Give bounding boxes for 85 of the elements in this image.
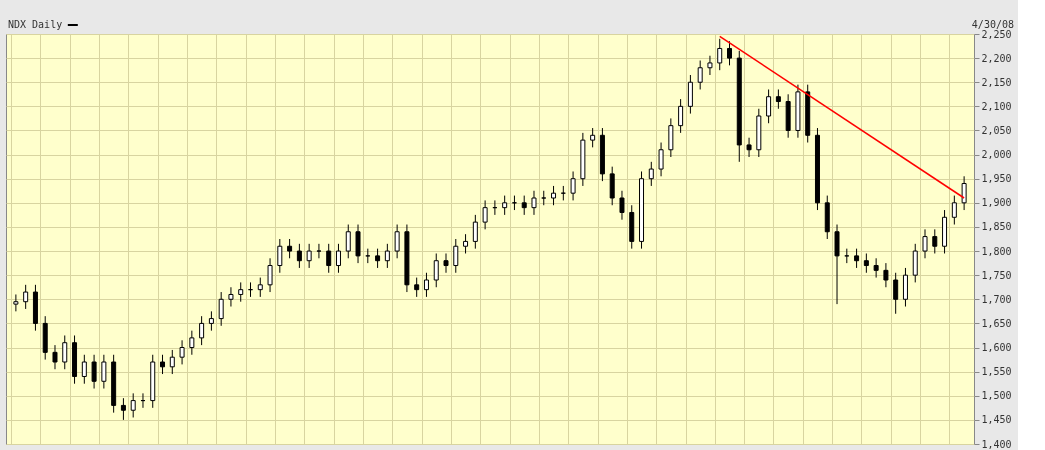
candlestick: [81, 354, 87, 385]
y-tick-label: 1,650: [981, 317, 1012, 329]
candlestick: [443, 252, 449, 274]
candlestick: [277, 238, 283, 274]
y-tick-label: 2,200: [981, 52, 1012, 64]
candlestick: [199, 315, 205, 346]
candlestick: [922, 228, 928, 259]
candlestick: [316, 243, 322, 259]
candlestick: [101, 354, 107, 390]
y-tick-label: 2,100: [981, 100, 1012, 112]
candlestick: [306, 243, 312, 269]
candlestick: [570, 170, 576, 201]
y-tick-label: 2,000: [981, 149, 1012, 161]
candlestick: [746, 137, 752, 158]
y-tick-label: 1,450: [981, 414, 1012, 426]
candlestick: [873, 257, 879, 279]
y-tick-label: 1,750: [981, 269, 1012, 281]
candlestick: [521, 195, 527, 216]
candlestick: [228, 286, 234, 308]
y-tick-label: 1,700: [981, 293, 1012, 305]
candlestick: [345, 224, 351, 259]
y-tick-label: 1,800: [981, 245, 1012, 257]
candlestick: [326, 243, 332, 274]
candlestick: [863, 252, 869, 274]
candlestick: [160, 354, 166, 375]
y-tick-label: 2,050: [981, 124, 1012, 136]
legend-label: NDX Daily: [8, 19, 63, 30]
candlestick: [257, 277, 263, 298]
candlestick: [208, 310, 214, 332]
candlestick: [482, 199, 488, 230]
candlestick: [707, 55, 713, 76]
y-tick-label: 2,250: [981, 28, 1012, 40]
text: 4/30/08: [971, 19, 1014, 30]
y-tick-label: 1,600: [981, 342, 1012, 354]
candlestick: [62, 334, 68, 370]
candlestick: [423, 272, 429, 298]
y-tick-label: 1,500: [981, 390, 1012, 402]
y-tick-label: 2,150: [981, 76, 1012, 88]
candlestick: [375, 248, 381, 269]
candlestick: [531, 190, 537, 216]
candlestick: [13, 293, 19, 312]
candlestick: [502, 195, 508, 216]
candlestick: [932, 228, 938, 254]
candlestick: [590, 127, 596, 148]
candlestick: [296, 243, 302, 269]
candlestick: [189, 330, 195, 356]
candlestick: [697, 60, 703, 90]
y-tick-label: 1,900: [981, 197, 1012, 209]
candlestick: [717, 38, 723, 71]
candlestick: [619, 190, 625, 221]
candlestick: [433, 252, 439, 288]
candlestick: [678, 98, 684, 134]
candlestick: [52, 344, 58, 370]
candlestick: [23, 284, 29, 310]
candlestick: [551, 185, 557, 206]
candlestick: [120, 397, 126, 421]
candlestick: [893, 272, 899, 315]
candlestick: [775, 88, 781, 110]
candlestick: [961, 175, 967, 211]
candlestick: [727, 40, 732, 66]
candlestick: [267, 257, 273, 293]
candlestick: [951, 195, 957, 226]
candlestick: [854, 248, 860, 269]
y-tick-label: 1,550: [981, 366, 1012, 378]
candlestick: [472, 214, 478, 250]
y-tick-label: 1,400: [981, 438, 1012, 450]
candlestick: [384, 243, 390, 269]
candlestick: [287, 238, 293, 259]
candlestick: [335, 243, 341, 274]
candlestick: [130, 392, 136, 418]
candlestick: [414, 277, 420, 298]
y-tick-label: 1,950: [981, 173, 1012, 185]
candlestick: [766, 88, 772, 124]
candlestick: [91, 354, 97, 390]
candlestick: [169, 349, 175, 375]
candlestick: [394, 224, 400, 259]
candlestick: [218, 291, 224, 327]
candlestick: [238, 281, 244, 303]
candlestick: [179, 339, 185, 365]
candlestick: [883, 262, 889, 288]
candlestick: [463, 233, 469, 254]
y-tick-label: 1,850: [981, 221, 1012, 233]
candlestick: [648, 161, 654, 187]
candlestick: [453, 238, 459, 274]
candlestick: [658, 142, 664, 177]
